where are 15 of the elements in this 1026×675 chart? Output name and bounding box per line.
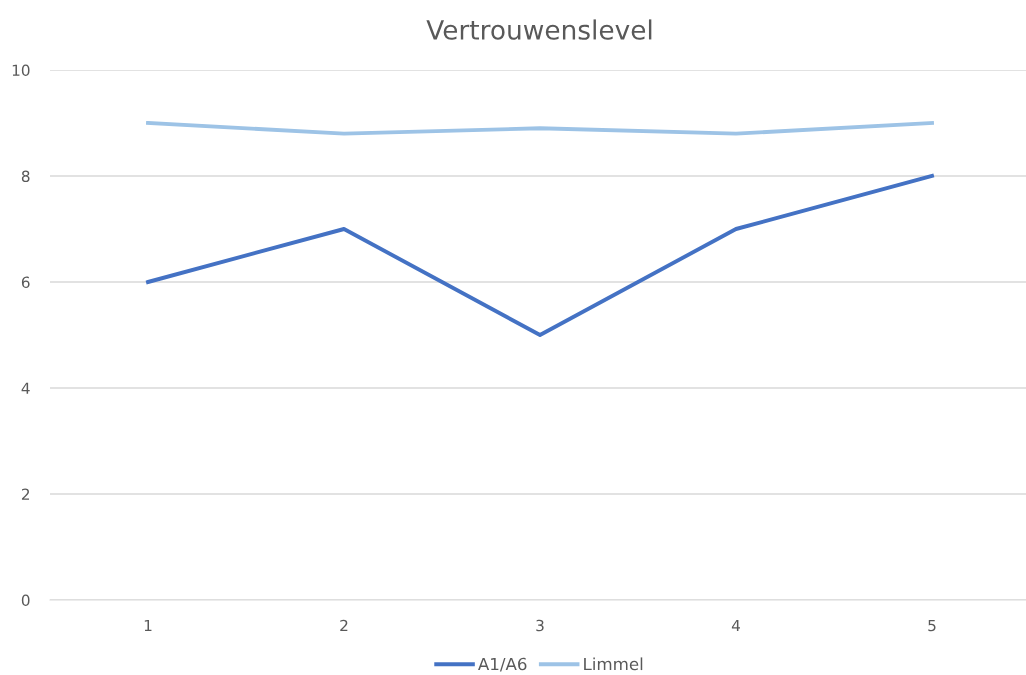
x-tick-label: 2 bbox=[340, 619, 348, 632]
y-tick-label: 8 bbox=[21, 170, 30, 183]
x-tick-label: 4 bbox=[731, 619, 740, 632]
line-series bbox=[146, 174, 934, 337]
x-tick-label: 1 bbox=[144, 619, 152, 632]
y-tick-label: 6 bbox=[21, 276, 30, 289]
y-tick-label: 0 bbox=[21, 594, 30, 607]
y-tick-label: 10 bbox=[12, 64, 30, 77]
x-tick-label: 3 bbox=[536, 619, 544, 632]
x-tick-label: 5 bbox=[928, 619, 936, 632]
legend-label: Limmel bbox=[584, 657, 643, 671]
legend-label: A1/A6 bbox=[478, 657, 527, 672]
chart-title: Vertrouwenslevel bbox=[426, 19, 652, 40]
y-tick-label: 2 bbox=[21, 488, 30, 500]
y-tick-label: 4 bbox=[21, 382, 30, 394]
